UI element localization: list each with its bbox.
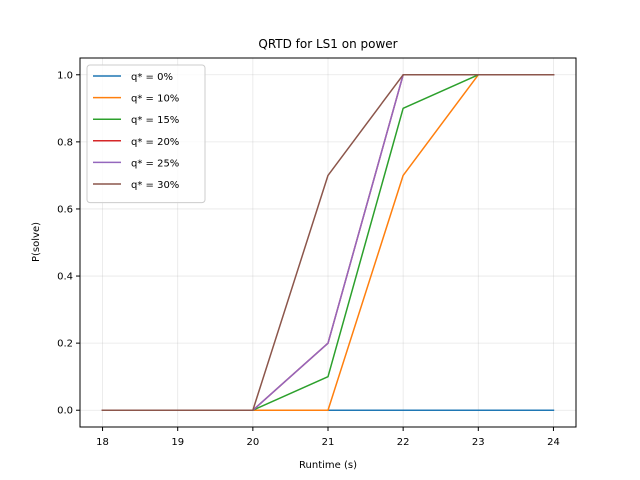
series-lines xyxy=(101,74,555,411)
legend-entry-label: q* = 25% xyxy=(131,158,179,169)
y-tick-label: 0.4 xyxy=(57,272,73,283)
legend-entry-label: q* = 20% xyxy=(131,137,179,148)
series-line-5 xyxy=(101,74,555,411)
y-tick-label: 1.0 xyxy=(57,70,73,81)
x-tick-label: 23 xyxy=(472,437,485,448)
legend-box xyxy=(86,64,206,204)
legend: q* = 0% q* = 10% q* = 15% q* = 20% q* = 25% q… xyxy=(86,64,206,204)
x-tick-label: 19 xyxy=(171,437,184,448)
x-axis-label: Runtime (s) xyxy=(299,460,357,471)
legend-entry-label: q* = 0% xyxy=(131,72,173,83)
x-tick-label: 21 xyxy=(322,437,335,448)
y-axis-label: P(solve) xyxy=(31,222,42,262)
x-tick-label: 20 xyxy=(246,437,259,448)
x-tick-label: 22 xyxy=(397,437,410,448)
y-tick-label: 0.0 xyxy=(57,406,73,417)
chart-title: QRTD for LS1 on power xyxy=(258,37,397,51)
y-tick-label: 0.2 xyxy=(57,339,73,350)
x-tick-label: 24 xyxy=(547,437,560,448)
x-tick-label: 18 xyxy=(96,437,109,448)
x-axis-ticks: 18 19 20 21 22 23 24 xyxy=(96,427,560,448)
y-tick-label: 0.6 xyxy=(57,204,73,215)
legend-entry-label: q* = 10% xyxy=(131,94,179,105)
legend-entry-label: q* = 30% xyxy=(131,180,179,191)
y-tick-label: 0.8 xyxy=(57,137,73,148)
legend-entry-label: q* = 15% xyxy=(131,115,179,126)
y-axis-ticks: 0.0 0.2 0.4 0.6 0.8 1.0 xyxy=(57,70,80,417)
